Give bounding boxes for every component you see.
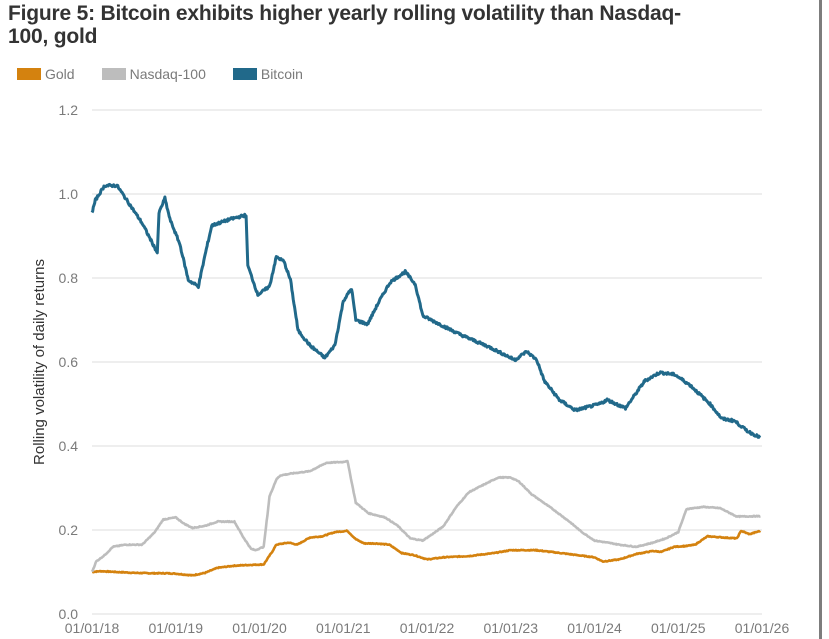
y-tick-label: 1.2 <box>59 102 79 118</box>
x-tick-label: 01/01/19 <box>149 620 204 636</box>
chart-title-line-2: 100, gold <box>8 25 98 48</box>
x-tick-label: 01/01/24 <box>567 620 622 636</box>
y-tick-label: 0.4 <box>59 438 79 454</box>
legend-label-nasdaq: Nasdaq-100 <box>129 66 206 82</box>
x-tick-label: 01/01/26 <box>735 620 790 636</box>
window-border <box>819 0 822 639</box>
y-tick-label: 0.8 <box>59 270 79 286</box>
legend-item-bitcoin: Bitcoin <box>232 66 303 82</box>
x-tick-label: 01/01/25 <box>651 620 706 636</box>
series-line-nasdaq-100 <box>90 459 761 573</box>
x-tick-label: 01/01/22 <box>400 620 455 636</box>
y-axis-ticks: 0.0 0.2 0.4 0.6 0.8 1.0 1.2 <box>59 102 79 622</box>
legend-label-bitcoin: Bitcoin <box>260 66 303 82</box>
series-line-gold <box>91 529 762 577</box>
x-axis-ticks: 01/01/18 01/01/19 01/01/20 01/01/21 01/01/22… <box>65 620 790 636</box>
y-tick-label: 1.0 <box>59 186 79 202</box>
y-axis-label: Rolling volatility of daily returns <box>31 259 48 465</box>
y-tick-label: 0.2 <box>59 522 79 538</box>
gridlines <box>92 109 762 615</box>
chart-title: Figure 5: Bitcoin exhibits higher yearly… <box>8 2 808 48</box>
legend-swatch-bitcoin <box>232 68 257 80</box>
x-tick-label: 01/01/18 <box>65 620 120 636</box>
legend-swatch-nasdaq <box>101 68 126 80</box>
chart-title-line-1: Figure 5: Bitcoin exhibits higher yearly… <box>8 2 681 25</box>
legend-item-gold: Gold <box>17 66 75 82</box>
x-tick-label: 01/01/21 <box>316 620 371 636</box>
x-tick-label: 01/01/23 <box>484 620 539 636</box>
legend-label-gold: Gold <box>45 66 75 82</box>
series-lines <box>90 182 762 577</box>
legend: Gold Nasdaq-100 Bitcoin <box>17 66 330 82</box>
series-line-bitcoin <box>90 182 762 439</box>
legend-item-nasdaq: Nasdaq-100 <box>101 66 206 82</box>
x-tick-label: 01/01/20 <box>232 620 287 636</box>
y-tick-label: 0.6 <box>59 354 79 370</box>
y-tick-label: 0.0 <box>59 606 79 622</box>
legend-swatch-gold <box>17 68 41 80</box>
